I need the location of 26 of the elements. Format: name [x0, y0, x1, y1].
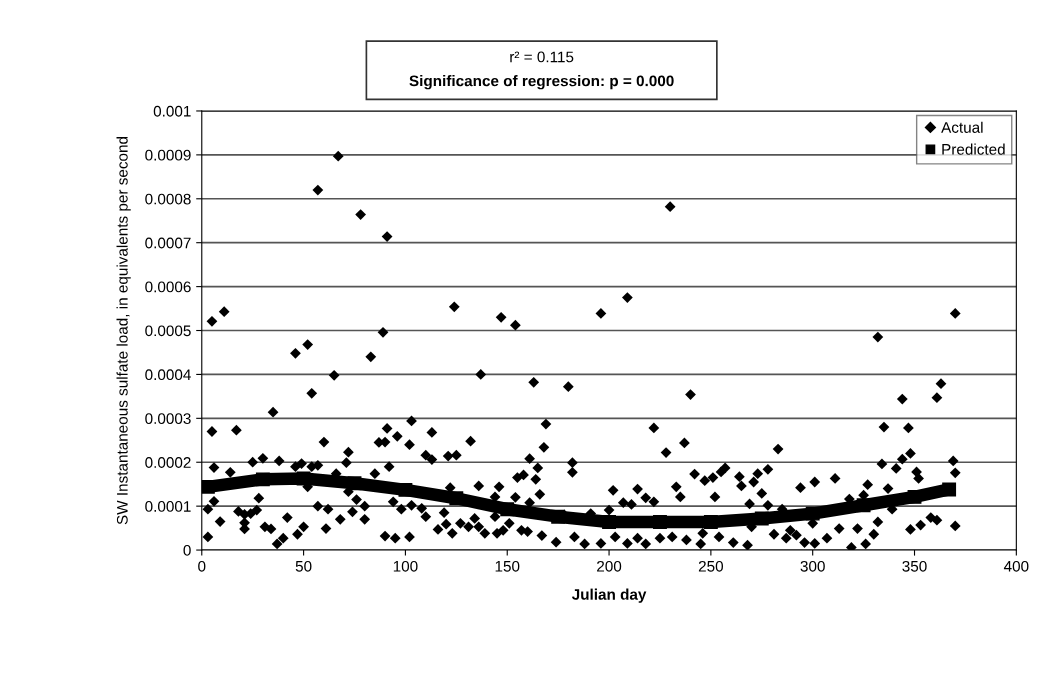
y-tick-label: 0.0001 — [145, 501, 191, 512]
legend-label: Predicted — [942, 143, 1005, 155]
y-tick-label: 0.0008 — [145, 193, 191, 205]
y-tick-label: 0.0002 — [145, 457, 191, 468]
y-tick-label: 0 — [183, 544, 191, 556]
x-tick-label: 400 — [1003, 560, 1029, 572]
x-tick-label: 300 — [800, 560, 825, 572]
chart-title: r² = 0.115 — [510, 51, 574, 63]
x-tick-label: 100 — [393, 560, 418, 572]
x-tick-label: 0 — [198, 560, 206, 572]
y-tick-label: 0.0007 — [145, 237, 191, 249]
x-tick-label: 200 — [597, 560, 622, 572]
chart-subtitle: Significance of regression: p = 0.000 — [409, 75, 674, 90]
x-tick-label: 350 — [902, 560, 927, 572]
x-axis-title: Julian day — [571, 588, 647, 603]
x-tick-label: 150 — [495, 560, 520, 572]
y-tick-label: 0.001 — [153, 105, 191, 117]
x-tick-label: 250 — [698, 560, 724, 572]
legend-label: Actual — [941, 121, 983, 133]
y-axis-title: SW Instantaneous sulfate load, in equivalents per second — [116, 136, 131, 525]
y-tick-label: 0.0005 — [145, 325, 191, 337]
x-tick-label: 50 — [295, 560, 312, 572]
y-tick-label: 0.0004 — [145, 369, 191, 381]
y-tick-label: 0.0003 — [145, 413, 191, 425]
y-tick-label: 0.0009 — [145, 149, 191, 161]
y-tick-label: 0.0006 — [145, 281, 191, 293]
